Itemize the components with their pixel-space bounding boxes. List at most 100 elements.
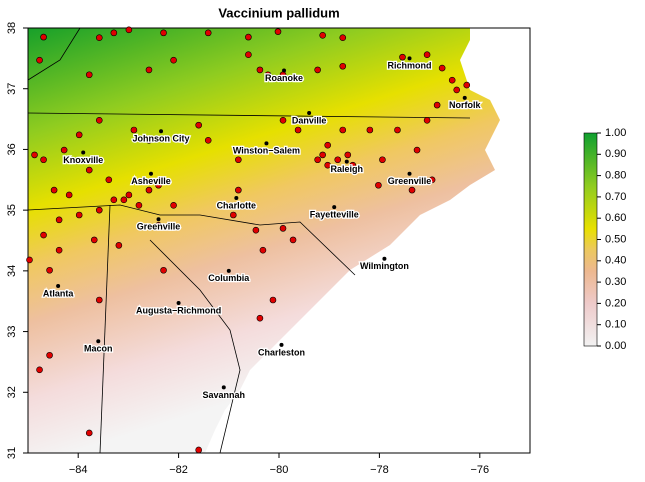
occurrence-point [289, 236, 297, 244]
occurrence-point [319, 151, 326, 159]
occurrence-point [235, 156, 242, 164]
occurrence-point [334, 156, 342, 164]
occurrence-point [130, 126, 138, 134]
city-label: Johnson City [133, 134, 190, 144]
colorbar-tick-label: 0.70 [605, 191, 626, 203]
city-dot [332, 205, 337, 210]
city-label: Knoxville [63, 155, 103, 165]
occurrence-point [170, 56, 177, 64]
occurrence-point [264, 71, 272, 79]
city-dot [159, 129, 164, 134]
occurrence-point [120, 196, 128, 204]
city-dot [56, 284, 61, 289]
city-dot [264, 141, 269, 146]
city-dot [407, 56, 412, 61]
city-dot [462, 95, 467, 100]
colorbar-tick-label: 0.60 [605, 212, 626, 224]
occurrence-point [339, 126, 347, 134]
occurrence-point [324, 161, 331, 169]
occurrence-point [125, 191, 133, 199]
occurrence-point [379, 156, 386, 164]
city-dot [307, 111, 312, 115]
city-label: Richmond [388, 61, 432, 71]
y-tick-label: 35 [6, 204, 18, 216]
occurrence-point [399, 53, 406, 61]
city-label: Asheville [131, 176, 171, 186]
occurrence-point [269, 296, 277, 304]
city-dot [382, 256, 387, 261]
colorbar-tick-label: 0.50 [605, 233, 626, 245]
occurrence-point [319, 31, 326, 39]
occurrence-point [85, 71, 93, 79]
colorbar-tick-label: 0.30 [605, 276, 626, 288]
occurrence-point [428, 176, 436, 184]
city-label: Atlanta [43, 288, 74, 298]
city-label: Charlotte [217, 200, 257, 210]
occurrence-point [413, 146, 421, 154]
occurrence-point [339, 62, 347, 70]
occurrence-point [394, 126, 401, 134]
occurrence-point [170, 201, 177, 209]
city-label: Winston−Salem [233, 146, 300, 156]
occurrence-point [36, 56, 43, 64]
occurrence-point [195, 446, 202, 454]
occurrence-point [40, 156, 47, 164]
occurrence-point [40, 231, 47, 239]
city-label: Charleston [258, 347, 305, 357]
occurrence-point [145, 66, 153, 74]
y-tick-label: 36 [6, 143, 18, 155]
colorbar-tick-label: 1.00 [605, 127, 626, 139]
occurrence-point [235, 186, 242, 194]
occurrence-point [252, 226, 260, 234]
occurrence-point [433, 101, 441, 109]
occurrence-point [256, 66, 264, 74]
y-tick-label: 31 [6, 447, 18, 459]
occurrence-point [135, 201, 143, 209]
occurrence-point [274, 28, 282, 35]
occurrence-point [408, 186, 416, 194]
occurrence-point [423, 51, 431, 59]
occurrence-point [50, 186, 58, 194]
colorbar-tick-label: 0.40 [605, 255, 626, 267]
occurrence-point [279, 225, 287, 232]
city-dot [279, 342, 284, 347]
city-dot [96, 339, 101, 344]
background [28, 28, 500, 453]
city-label: Columbia [208, 273, 250, 283]
occurrence-point [65, 191, 73, 199]
occurrence-point [314, 66, 321, 74]
colorbar-tick-label: 0.10 [605, 319, 626, 331]
occurrence-point [204, 137, 212, 144]
occurrence-point [160, 29, 167, 37]
city-dot [407, 171, 412, 176]
occurrence-point [423, 116, 431, 124]
occurrence-point [145, 137, 153, 144]
city-dot [344, 159, 349, 164]
city-label: Raleigh [331, 164, 364, 174]
city-dot [234, 196, 239, 200]
city-label: Savannah [203, 390, 246, 400]
occurrence-point [344, 151, 352, 159]
occurrence-point [245, 51, 252, 59]
colorbar-tick-label: 0.80 [605, 170, 626, 182]
occurrence-point [366, 126, 374, 134]
occurrence-point [245, 33, 252, 41]
city-label: Norfolk [449, 100, 481, 110]
x-tick-label: −78 [370, 464, 389, 476]
occurrence-point [95, 206, 103, 214]
occurrence-point [85, 429, 93, 437]
occurrence-point [324, 141, 331, 149]
occurrence-point [125, 26, 133, 34]
occurrence-point [438, 64, 446, 72]
map-title: Vaccinium pallidum [218, 5, 339, 20]
x-tick-label: −82 [169, 464, 188, 476]
y-tick-label: 38 [6, 22, 18, 34]
occurrence-point [145, 186, 153, 194]
city-dot [81, 150, 86, 155]
colorbar-tick-label: 0.90 [605, 148, 626, 160]
occurrence-point [155, 181, 162, 189]
occurrence-point [349, 161, 357, 169]
occurrence-point [55, 216, 63, 224]
